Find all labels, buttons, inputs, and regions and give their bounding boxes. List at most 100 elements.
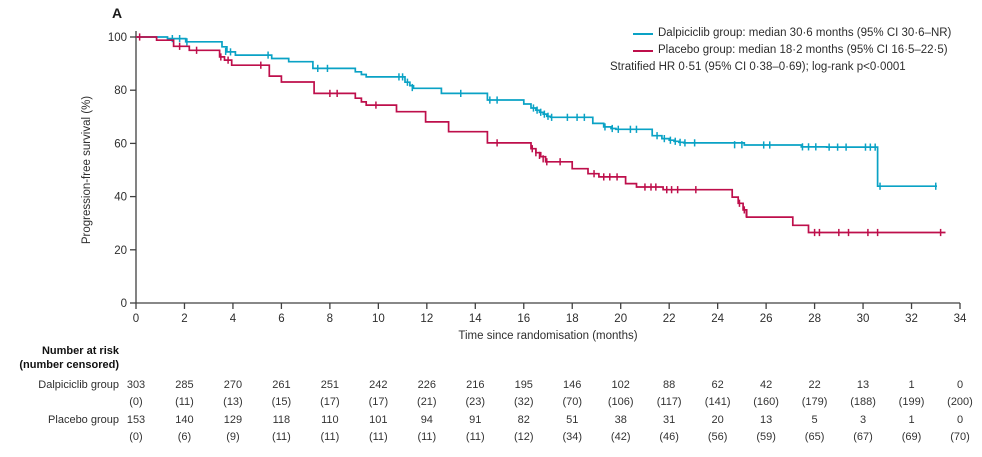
censored-value-placebo: (11): [465, 431, 485, 443]
censored-value-placebo: (59): [756, 431, 776, 443]
placebo-line-swatch-icon: [633, 49, 653, 52]
x-tick-label: 4: [230, 313, 237, 325]
censored-value-dalpiciclib: (15): [271, 396, 292, 408]
legend-label-placebo: Placebo group: median 18·2 months (95% C…: [658, 44, 948, 56]
risk-row-label-dalpiciclib: Dalpiciclib group: [38, 379, 119, 391]
panel-label: A: [112, 5, 123, 21]
censored-value-placebo: (56): [707, 431, 728, 443]
x-axis-title: Time since randomisation (months): [458, 330, 638, 342]
risk-table-header-line2: (number censored): [19, 359, 119, 371]
censored-value-placebo: (9): [226, 431, 240, 443]
x-tick-label: 28: [808, 313, 821, 325]
x-tick-label: 22: [663, 313, 676, 325]
legend-entry-placebo: Placebo group: median 18·2 months (95% C…: [610, 42, 951, 59]
risk-value-placebo: 13: [759, 414, 773, 426]
risk-value-dalpiciclib: 88: [663, 379, 676, 391]
risk-row-label-placebo: Placebo group: [48, 414, 119, 426]
censored-value-placebo: (42): [610, 431, 631, 443]
y-tick-label: 100: [108, 32, 127, 44]
censored-value-placebo: (69): [901, 431, 922, 443]
risk-value-dalpiciclib: 251: [320, 379, 340, 391]
x-tick-label: 0: [133, 313, 139, 325]
risk-value-dalpiciclib: 261: [272, 379, 291, 391]
risk-value-dalpiciclib: 216: [466, 379, 485, 391]
y-tick-label: 20: [114, 245, 127, 257]
censored-value-placebo: (67): [853, 431, 873, 443]
x-tick-label: 26: [760, 313, 773, 325]
censored-value-dalpiciclib: (21): [417, 396, 437, 408]
risk-value-dalpiciclib: 0: [956, 379, 964, 391]
risk-value-dalpiciclib: 195: [514, 379, 533, 391]
risk-value-dalpiciclib: 13: [856, 379, 870, 391]
risk-value-placebo: 1: [908, 414, 915, 426]
censored-value-placebo: (11): [368, 431, 388, 443]
x-tick-label: 20: [614, 313, 627, 325]
censored-value-placebo: (46): [659, 431, 679, 443]
x-tick-label: 14: [469, 313, 482, 325]
censored-value-dalpiciclib: (160): [753, 396, 779, 408]
censored-value-dalpiciclib: (188): [850, 396, 876, 408]
censored-value-dalpiciclib: (0): [129, 396, 143, 408]
risk-value-dalpiciclib: 62: [711, 379, 724, 391]
risk-table-header-line1: Number at risk: [41, 345, 119, 357]
censored-value-placebo: (11): [417, 431, 437, 443]
legend-entry-dalpiciclib: Dalpiciclib group: median 30·6 months (9…: [610, 25, 951, 42]
risk-value-placebo: 51: [566, 414, 579, 426]
risk-value-dalpiciclib: 22: [808, 379, 821, 391]
y-tick-label: 60: [114, 138, 127, 150]
risk-value-dalpiciclib: 270: [223, 379, 243, 391]
legend-stat-note: Stratified HR 0·51 (95% CI 0·38–0·69); l…: [610, 59, 951, 76]
legend: Dalpiciclib group: median 30·6 months (9…: [610, 25, 951, 76]
x-tick-label: 34: [954, 313, 967, 325]
censored-value-dalpiciclib: (179): [801, 396, 828, 408]
risk-value-dalpiciclib: 285: [175, 379, 194, 391]
y-tick-label: 40: [114, 192, 127, 204]
km-curve-placebo-group: [136, 36, 946, 234]
censored-value-dalpiciclib: (13): [223, 396, 243, 408]
risk-value-placebo: 31: [663, 414, 676, 426]
censored-value-dalpiciclib: (11): [175, 396, 194, 408]
censored-value-dalpiciclib: (70): [562, 396, 583, 408]
censored-value-placebo: (12): [513, 431, 534, 443]
censored-value-dalpiciclib: (106): [607, 396, 634, 408]
dalpiciclib-line-swatch-icon: [633, 32, 653, 35]
risk-value-placebo: 94: [420, 414, 433, 426]
censored-value-dalpiciclib: (200): [947, 396, 973, 408]
censored-value-placebo: (70): [950, 431, 970, 443]
censored-value-dalpiciclib: (17): [368, 396, 389, 408]
risk-value-dalpiciclib: 226: [417, 379, 436, 391]
censored-value-placebo: (11): [272, 431, 291, 443]
censored-value-placebo: (0): [129, 431, 143, 443]
censored-value-placebo: (65): [804, 431, 825, 443]
x-tick-label: 30: [857, 313, 870, 325]
censored-value-dalpiciclib: (199): [898, 396, 925, 408]
y-tick-label: 80: [114, 85, 127, 97]
censored-value-placebo: (6): [177, 431, 192, 443]
risk-value-dalpiciclib: 42: [759, 379, 773, 391]
risk-value-placebo: 140: [175, 414, 194, 426]
risk-value-placebo: 153: [126, 414, 146, 426]
risk-value-placebo: 118: [272, 414, 291, 426]
stratified-hr-note: Stratified HR 0·51 (95% CI 0·38–0·69); l…: [610, 61, 906, 73]
risk-value-dalpiciclib: 102: [611, 379, 630, 391]
risk-value-placebo: 101: [369, 414, 388, 426]
x-tick-label: 18: [566, 313, 579, 325]
x-tick-label: 2: [181, 313, 187, 325]
censored-value-dalpiciclib: (17): [320, 396, 340, 408]
x-tick-label: 32: [905, 313, 918, 325]
risk-value-placebo: 110: [321, 414, 339, 426]
censored-value-placebo: (34): [562, 431, 583, 443]
km-curve-dalpiciclib-group: [136, 36, 937, 188]
risk-value-dalpiciclib: 1: [908, 379, 915, 391]
legend-label-dalpiciclib: Dalpiciclib group: median 30·6 months (9…: [658, 27, 952, 39]
risk-value-placebo: 0: [956, 414, 964, 426]
censored-value-dalpiciclib: (117): [656, 396, 682, 408]
risk-value-placebo: 91: [469, 414, 482, 426]
risk-value-placebo: 20: [711, 414, 724, 426]
risk-value-placebo: 3: [859, 414, 867, 426]
x-tick-label: 16: [517, 313, 530, 325]
risk-value-placebo: 38: [614, 414, 627, 426]
censored-value-placebo: (11): [320, 431, 340, 443]
